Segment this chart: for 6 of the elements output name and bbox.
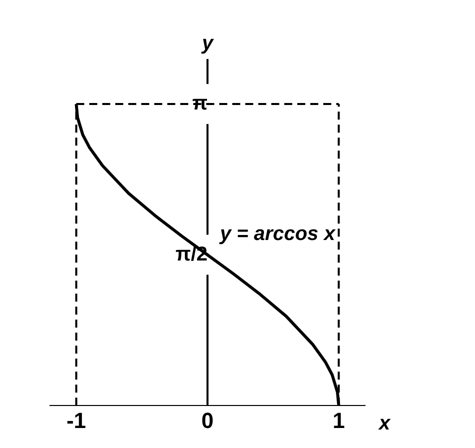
x-tick-label: -1: [66, 408, 86, 433]
x-tick-label: 0: [201, 408, 214, 433]
y-axis-title: y: [200, 32, 214, 55]
x-tick-label: 1: [332, 408, 345, 433]
series-label: y = arccos x: [219, 222, 336, 245]
x-axis-title: x: [378, 412, 391, 435]
